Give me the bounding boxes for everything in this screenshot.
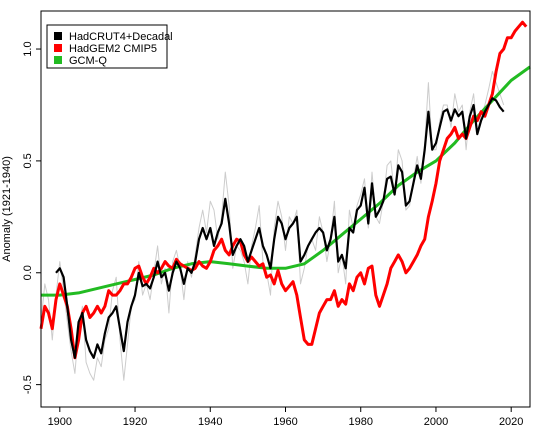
legend-swatch: [54, 56, 62, 64]
y-axis-title: Anomaly (1921-1940): [1, 156, 13, 262]
y-tick-label: 0.5: [22, 153, 34, 168]
x-tick-label: 1920: [123, 416, 147, 428]
legend-swatch: [54, 32, 62, 40]
series-line-0: [55, 97, 505, 359]
y-tick-label: 1.0: [22, 41, 34, 56]
legend-label: HadGEM2 CMIP5: [69, 43, 157, 55]
x-tick-label: 1960: [273, 416, 297, 428]
x-tick-label: 1940: [198, 416, 222, 428]
plot-frame: [40, 10, 531, 408]
series-line-1: [39, 20, 528, 360]
x-tick-label: 2000: [424, 416, 448, 428]
series-layer: [39, 20, 531, 381]
legend-swatch: [54, 44, 62, 52]
x-axis: 1900 1920 1940 1960 1980 2000 2020: [48, 407, 523, 428]
legend-box: [46, 24, 168, 69]
y-axis: -0.5 0.0 0.5 1.0: [22, 41, 41, 394]
x-tick-label: 1980: [348, 416, 372, 428]
series-line-2: [41, 65, 531, 297]
series-line-3: [40, 70, 505, 381]
legend-label: GCM-Q: [69, 55, 107, 67]
legend-label: HadCRUT4+Decadal: [69, 31, 173, 43]
x-tick-label: 2020: [499, 416, 523, 428]
y-tick-label: -0.5: [22, 375, 34, 394]
x-tick-label: 1900: [48, 416, 72, 428]
y-tick-label: 0.0: [22, 265, 34, 280]
